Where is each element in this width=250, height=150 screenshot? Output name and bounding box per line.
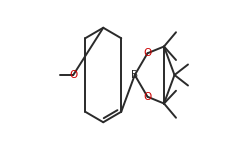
Text: B: B	[131, 70, 138, 80]
Text: O: O	[144, 48, 152, 58]
Text: O: O	[69, 70, 78, 80]
Text: O: O	[144, 92, 152, 102]
